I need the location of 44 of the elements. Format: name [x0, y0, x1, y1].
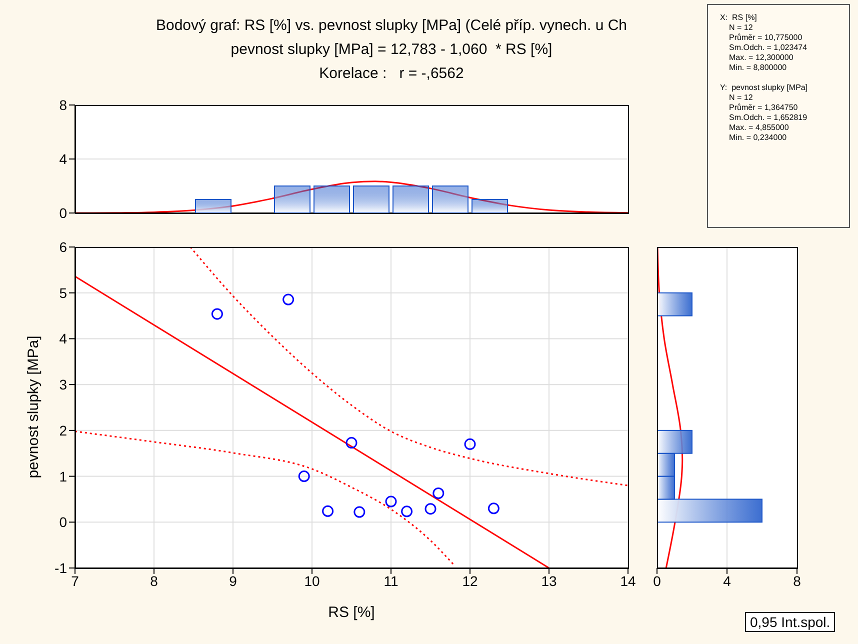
y-tick-label: 4 — [59, 330, 68, 347]
y-tick-label: 4 — [59, 150, 68, 167]
y-tick-label: 8 — [59, 96, 68, 113]
chart-subtitle: pevnost slupky [MPa] = 12,783 - 1,060 * RS [%] — [230, 40, 554, 60]
y-tick-label: 1 — [59, 468, 68, 484]
point — [401, 506, 413, 518]
line-series — [190, 247, 628, 486]
y-tick-label: -1 — [54, 560, 68, 576]
x-tick-label: 11 — [384, 572, 398, 589]
x-tick-label: 14 — [620, 572, 636, 589]
y-axis-title: pevnost slupky [MPa] — [24, 334, 43, 480]
point — [346, 437, 358, 449]
point — [488, 502, 500, 514]
x-axis-title: RS [%] — [328, 604, 375, 621]
point — [464, 438, 476, 450]
point — [298, 470, 310, 482]
text: X: RS [%] N = 12 Průměr = 10,775000 Sm.Odch. = 1,023474 Max. = 12,300000 Min. = 8,800000 — [720, 13, 808, 73]
text: Korelace : r = -,6562 — [318, 64, 465, 84]
x-tick-label: 10 — [304, 572, 320, 589]
point — [385, 496, 397, 508]
point — [432, 488, 444, 500]
point — [424, 503, 436, 515]
line-series — [75, 430, 455, 566]
point — [211, 308, 223, 320]
y-tick-label: 5 — [59, 284, 68, 301]
x-tick-label: 8 — [793, 572, 802, 589]
y-tick-label: 6 — [59, 238, 68, 255]
x-tick-label: 13 — [541, 572, 557, 589]
x-tick-label: 7 — [71, 572, 80, 589]
y-tick-label: 3 — [59, 376, 68, 393]
text: 0,95 Int.spol. — [745, 612, 836, 632]
y-tick-label: 0 — [59, 514, 68, 530]
x-tick-label: 4 — [723, 572, 732, 589]
x-tick-label: 12 — [462, 572, 478, 589]
y-tick-label: 2 — [59, 422, 68, 438]
x-tick-label: 8 — [150, 572, 158, 589]
point — [322, 505, 334, 517]
point — [282, 294, 294, 306]
chart-title: Bodový graf: RS [%] vs. pevnost slupky [MPa] (Celé příp. vynech. u Ch — [154, 16, 628, 36]
point — [354, 506, 366, 518]
text: Y: pevnost slupky [MPa] N = 12 Průměr = 1,364750 Sm.Odch. = 1,652819 Max. = 4,855000 Min. = 0,234000 — [720, 83, 809, 143]
x-tick-label: 9 — [229, 572, 238, 589]
y-tick-label: 0 — [59, 204, 68, 221]
x-tick-label: 0 — [653, 572, 662, 589]
